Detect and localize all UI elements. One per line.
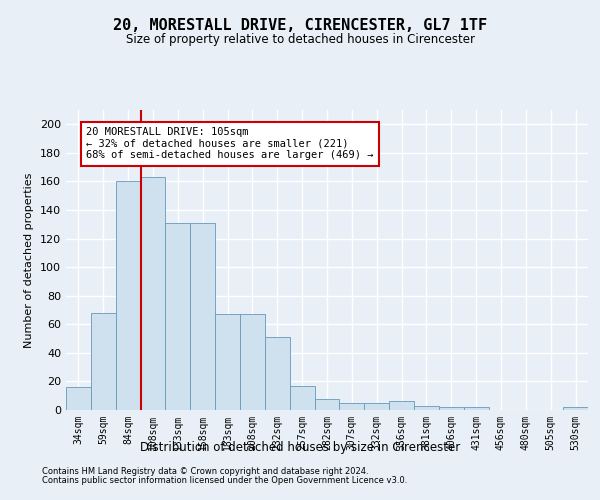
Bar xyxy=(389,402,414,410)
Bar xyxy=(464,407,488,410)
Text: Distribution of detached houses by size in Cirencester: Distribution of detached houses by size … xyxy=(140,441,460,454)
Bar xyxy=(215,314,240,410)
Bar xyxy=(340,403,364,410)
Y-axis label: Number of detached properties: Number of detached properties xyxy=(25,172,34,348)
Bar xyxy=(140,177,166,410)
Bar xyxy=(290,386,314,410)
Bar xyxy=(265,337,290,410)
Bar xyxy=(364,403,389,410)
Bar xyxy=(563,407,588,410)
Text: Contains public sector information licensed under the Open Government Licence v3: Contains public sector information licen… xyxy=(42,476,407,485)
Bar xyxy=(66,387,91,410)
Text: Size of property relative to detached houses in Cirencester: Size of property relative to detached ho… xyxy=(125,32,475,46)
Text: Contains HM Land Registry data © Crown copyright and database right 2024.: Contains HM Land Registry data © Crown c… xyxy=(42,467,368,476)
Text: 20 MORESTALL DRIVE: 105sqm
← 32% of detached houses are smaller (221)
68% of sem: 20 MORESTALL DRIVE: 105sqm ← 32% of deta… xyxy=(86,127,373,160)
Bar xyxy=(240,314,265,410)
Bar xyxy=(166,223,190,410)
Bar xyxy=(414,406,439,410)
Bar xyxy=(439,407,464,410)
Bar xyxy=(190,223,215,410)
Bar xyxy=(91,313,116,410)
Bar xyxy=(314,398,340,410)
Bar xyxy=(116,182,140,410)
Text: 20, MORESTALL DRIVE, CIRENCESTER, GL7 1TF: 20, MORESTALL DRIVE, CIRENCESTER, GL7 1T… xyxy=(113,18,487,32)
